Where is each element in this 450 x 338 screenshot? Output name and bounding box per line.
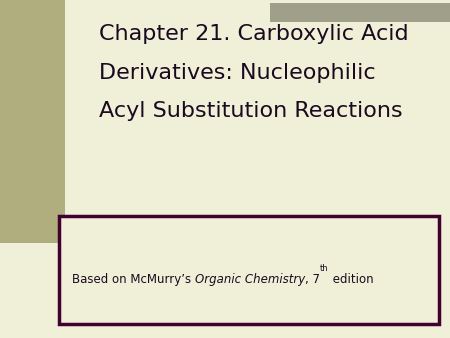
Text: Organic Chemistry: Organic Chemistry bbox=[195, 272, 305, 286]
Text: Derivatives: Nucleophilic: Derivatives: Nucleophilic bbox=[99, 63, 376, 82]
Text: Chapter 21. Carboxylic Acid: Chapter 21. Carboxylic Acid bbox=[99, 24, 409, 44]
Text: , 7: , 7 bbox=[305, 272, 320, 286]
Text: Acyl Substitution Reactions: Acyl Substitution Reactions bbox=[99, 101, 403, 121]
Bar bbox=[0, 0, 65, 243]
Bar bbox=[58, 216, 439, 324]
Text: edition: edition bbox=[329, 272, 374, 286]
Text: Based on McMurry’s: Based on McMurry’s bbox=[72, 272, 195, 286]
Text: th: th bbox=[320, 264, 329, 273]
Bar bbox=[270, 3, 450, 22]
